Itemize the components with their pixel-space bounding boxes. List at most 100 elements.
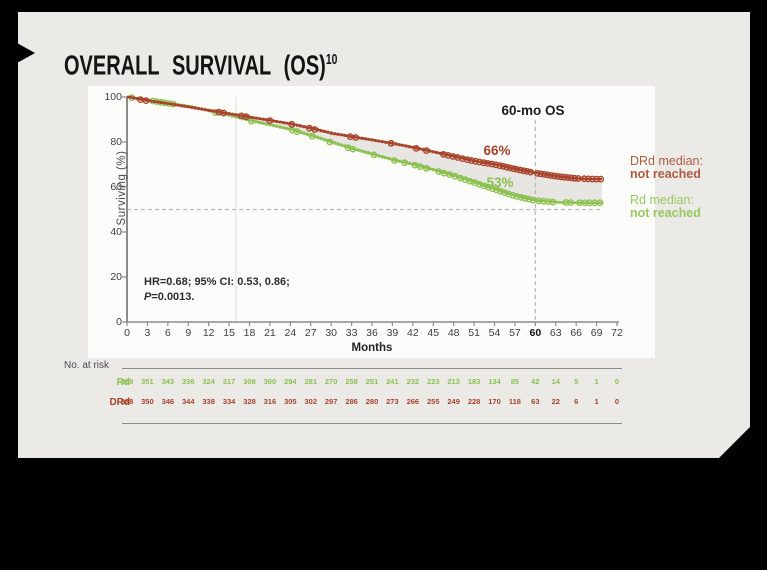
rd-censor-mark xyxy=(522,196,527,201)
risk-value: 302 xyxy=(304,397,317,406)
risk-value: 300 xyxy=(263,377,277,386)
y-tick-label: 20 xyxy=(110,271,122,283)
rd-censor-mark xyxy=(498,189,503,194)
risk-value: 228 xyxy=(467,397,481,406)
rd-censor-mark xyxy=(482,183,487,188)
drd-censor-mark xyxy=(528,169,533,174)
risk-value: 63 xyxy=(531,397,540,406)
rd-censor-mark xyxy=(294,129,299,134)
risk-value: 232 xyxy=(406,377,420,386)
risk-value: 317 xyxy=(222,377,236,386)
x-tick-label: 57 xyxy=(509,327,521,339)
drd-censor-mark xyxy=(552,173,557,178)
risk-value: 338 xyxy=(202,397,215,406)
rd-censor-mark xyxy=(568,200,573,205)
drd-censor-mark xyxy=(289,122,294,127)
drd-censor-mark xyxy=(469,158,474,163)
drd-censor-mark xyxy=(143,98,148,103)
drd-censor-mark xyxy=(267,118,272,123)
risk-table-bottom-rule xyxy=(122,423,622,424)
p-value-symbol: P xyxy=(144,291,152,303)
risk-value: 251 xyxy=(365,377,379,386)
risk-value: 258 xyxy=(345,377,358,386)
rd-censor-mark xyxy=(309,134,314,139)
drd-censor-mark xyxy=(477,159,482,164)
risk-value: 1 xyxy=(594,377,599,386)
rd-censor-mark xyxy=(490,186,495,191)
risk-value: 85 xyxy=(510,377,520,386)
x-tick-label: 18 xyxy=(243,327,256,339)
drd-censor-mark xyxy=(508,165,513,170)
rd-censor-mark xyxy=(506,191,511,196)
x-tick-label: 3 xyxy=(144,327,151,339)
risk-value: 5 xyxy=(574,377,579,386)
slide-arrow-icon xyxy=(8,38,35,68)
drd-censor-mark xyxy=(497,163,502,168)
drd-censor-mark xyxy=(504,165,509,170)
x-tick-label: 54 xyxy=(488,327,501,339)
x-tick-label: 9 xyxy=(185,327,192,339)
rd-censor-mark xyxy=(371,152,376,157)
drd-censor-mark xyxy=(542,172,547,177)
number-at-risk-table: No. at risk Rd 369 351 343 336 324 317 308 300 29… xyxy=(18,12,750,458)
drd-censor-mark xyxy=(388,141,393,146)
title-reference-superscript: 10 xyxy=(325,50,338,68)
rd-censor-mark xyxy=(402,160,407,165)
risk-value: 134 xyxy=(488,377,501,386)
drd-censor-mark xyxy=(518,167,523,172)
slide-title: OVERALL SURVIVAL (OS)10 xyxy=(64,50,337,82)
drd-censor-mark xyxy=(562,175,567,180)
risk-value: 343 xyxy=(161,377,175,386)
risk-value: 350 xyxy=(141,397,154,406)
rd-censor-mark xyxy=(424,166,429,171)
risk-table-top-rule xyxy=(122,368,622,369)
drd-censor-mark xyxy=(511,166,516,171)
x-tick-label: 0 xyxy=(124,327,130,339)
survival-chart-panel: Surviving (%) 60-mo OS 66% 53% HR=0.68; … xyxy=(88,86,655,358)
drd-censor-mark xyxy=(489,161,494,166)
risk-value: 273 xyxy=(386,397,399,406)
risk-value: 22 xyxy=(551,397,560,406)
drd-percent-annotation: 66% xyxy=(483,143,511,158)
drd-censor-mark xyxy=(559,174,564,179)
risk-value: 0 xyxy=(614,377,620,386)
risk-value: 249 xyxy=(447,397,460,406)
risk-value: 294 xyxy=(284,377,297,386)
x-tick-label: 6 xyxy=(164,327,171,339)
rd-percent-annotation: 53% xyxy=(486,175,514,190)
x-tick-label: 48 xyxy=(447,327,460,339)
drd-censor-mark xyxy=(485,161,490,166)
rd-censor-mark xyxy=(502,190,507,195)
rd-censor-mark xyxy=(550,199,555,204)
drd-censor-mark xyxy=(353,135,358,140)
kaplan-meier-plot xyxy=(88,86,655,358)
risk-value: 223 xyxy=(426,377,440,386)
risk-value: 1 xyxy=(594,397,599,406)
drd-censor-mark xyxy=(555,174,560,179)
drd-censor-mark xyxy=(424,148,429,153)
risk-value: 183 xyxy=(467,377,481,386)
risk-value: 324 xyxy=(202,377,215,386)
rd-censor-mark xyxy=(418,164,423,169)
risk-value: 14 xyxy=(551,377,560,386)
risk-value: 305 xyxy=(284,397,297,406)
x-tick-label: 60 xyxy=(529,327,542,339)
hr-line1: HR=0.68; 95% CI: 0.53, 0.86; xyxy=(144,276,290,288)
drd-censor-mark xyxy=(501,164,506,169)
risk-value: 281 xyxy=(304,377,317,386)
x-tick-label: 36 xyxy=(366,327,378,339)
risk-value: 308 xyxy=(243,377,256,386)
y-tick-label: 100 xyxy=(104,91,122,103)
rd-censor-mark xyxy=(486,185,491,190)
drd-censor-mark xyxy=(565,175,570,180)
drd-censor-mark xyxy=(243,114,248,119)
risk-value: 328 xyxy=(243,397,256,406)
rd-censor-mark xyxy=(527,196,532,201)
60-month-os-annotation: 60-mo OS xyxy=(501,103,565,118)
rd-median-label: Rd median: not reached xyxy=(630,194,760,220)
risk-value: 42 xyxy=(531,377,540,386)
drd-censor-mark xyxy=(538,171,543,176)
risk-value: 344 xyxy=(181,397,195,406)
x-tick-label: 15 xyxy=(223,327,235,339)
between-curves-band xyxy=(127,97,602,203)
